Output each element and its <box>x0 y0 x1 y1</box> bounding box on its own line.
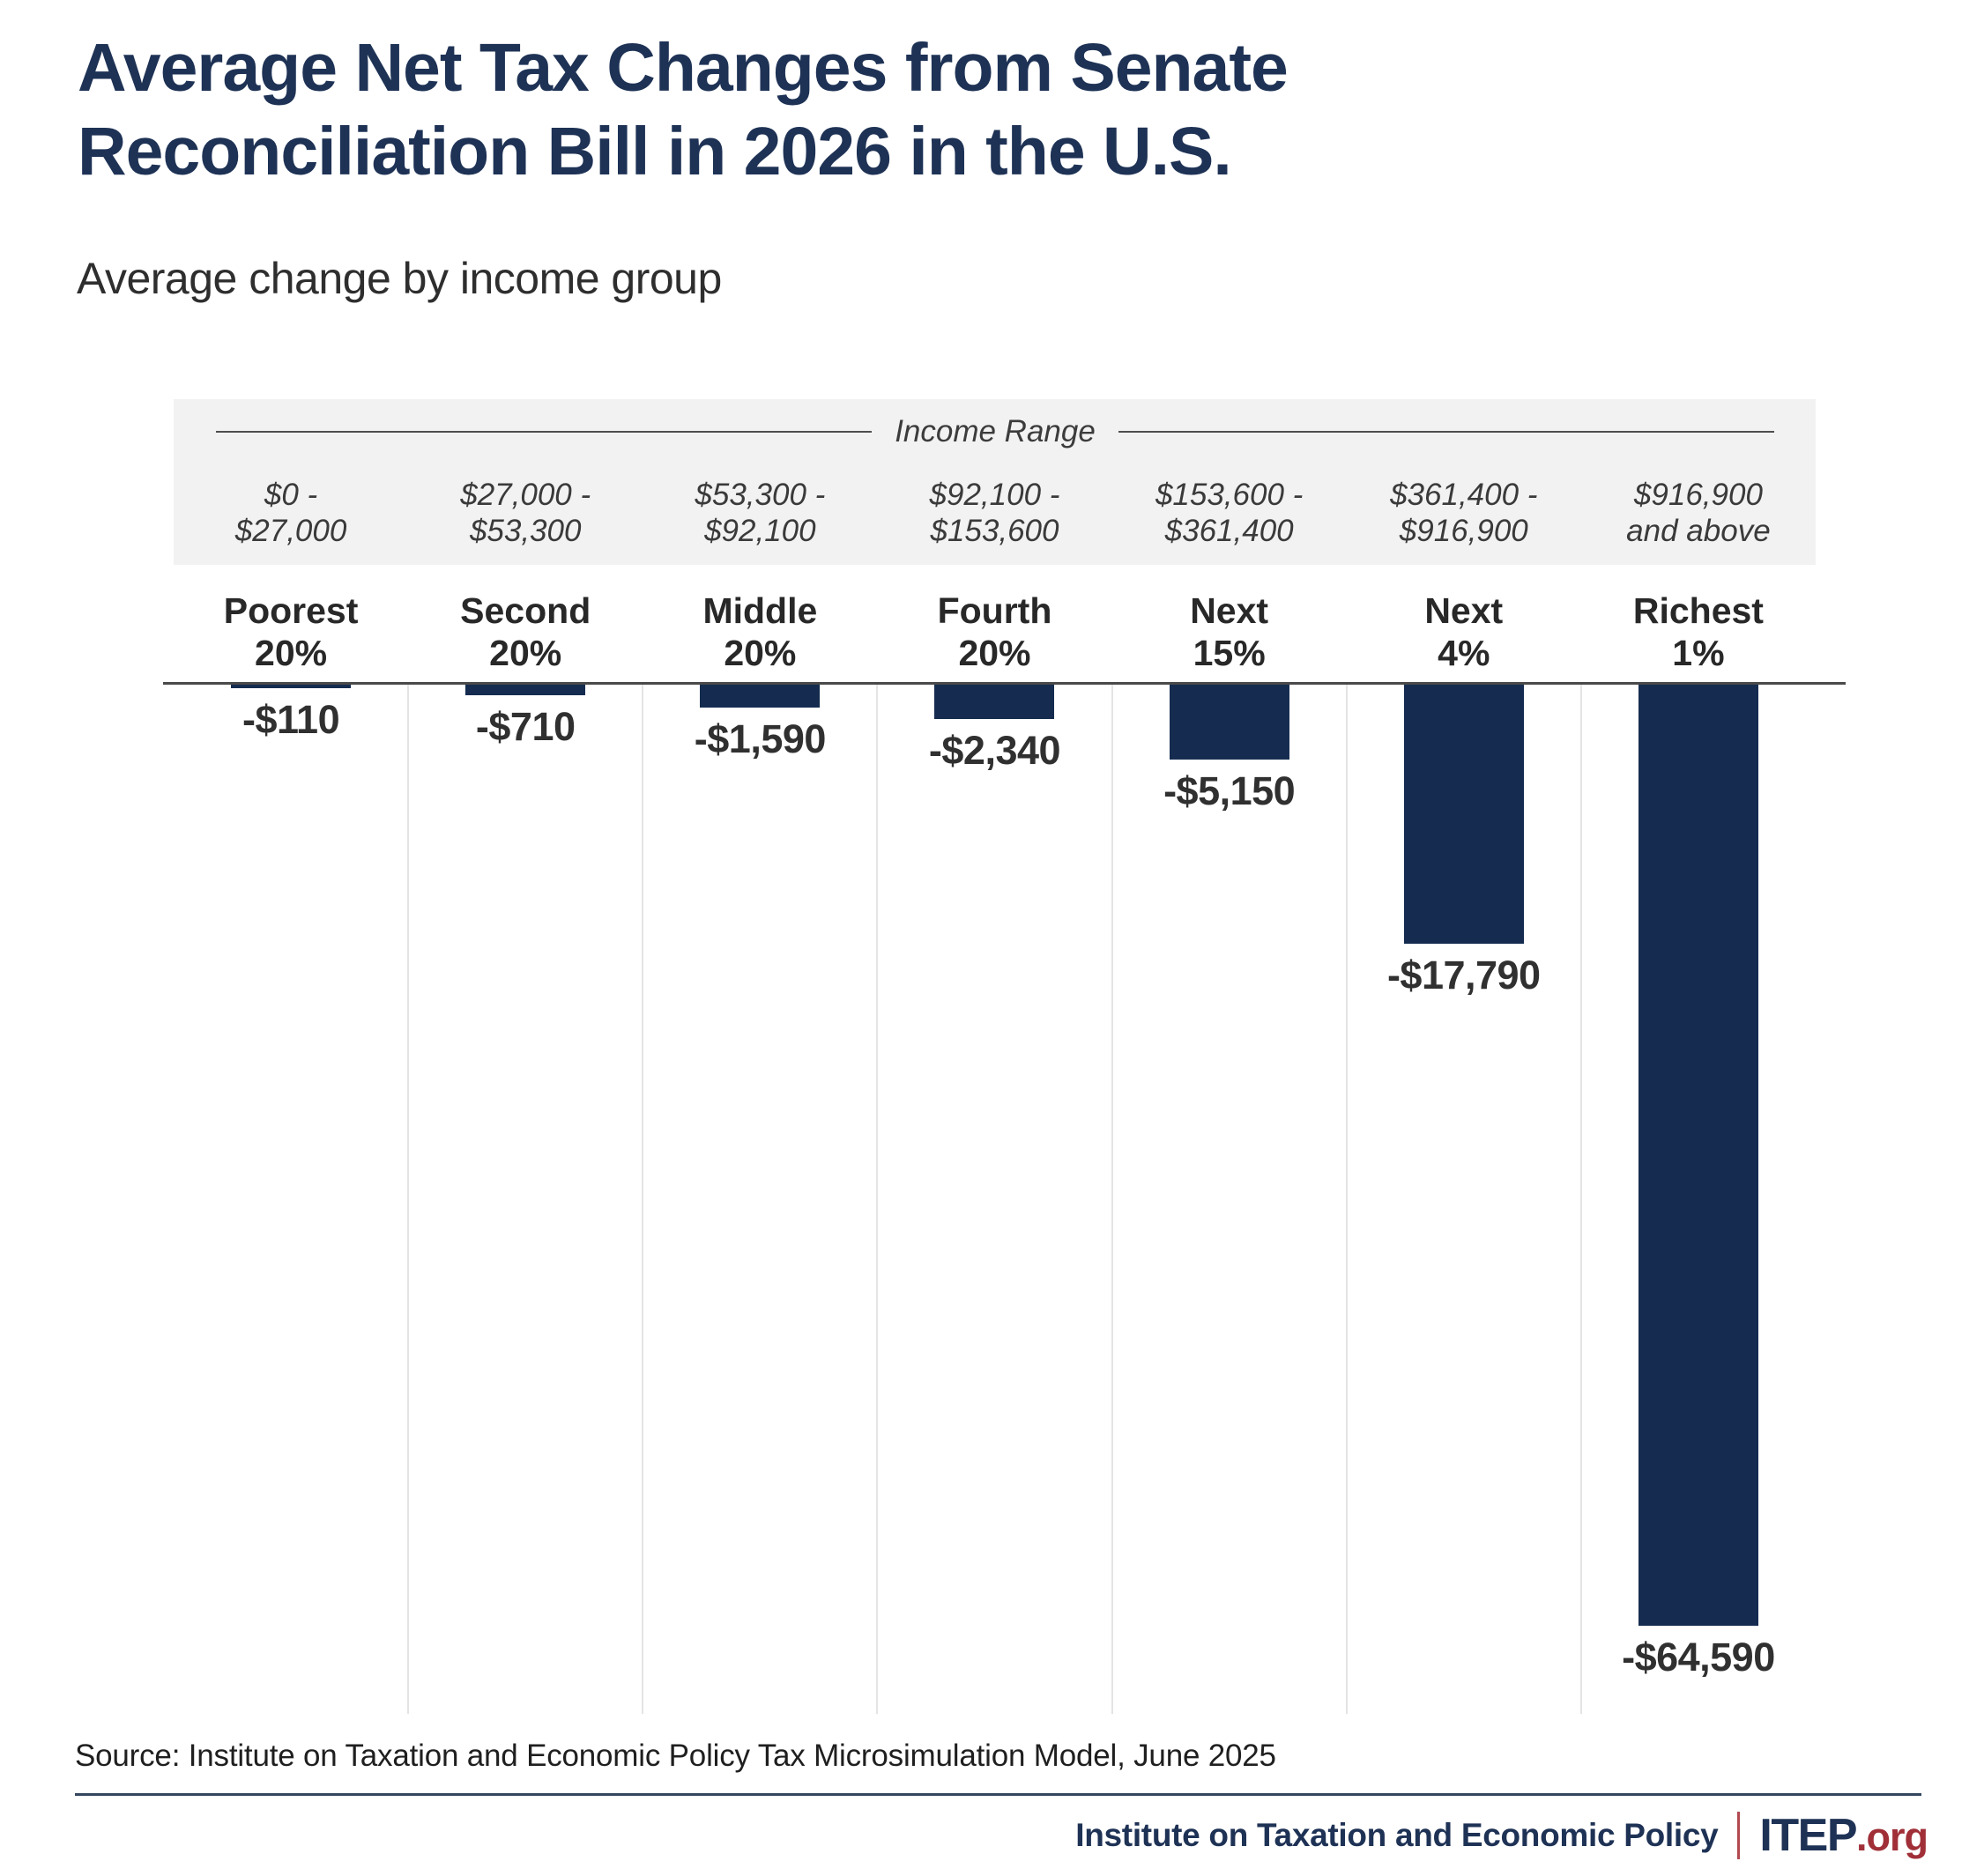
bar <box>1638 685 1758 1626</box>
bar-value-label: -$2,340 <box>928 728 1061 773</box>
bar-value-label: -$710 <box>475 704 576 749</box>
income-group-label: Next 4% <box>1347 590 1581 674</box>
footer-divider-line <box>75 1793 1921 1796</box>
chart-subtitle: Average change by income group <box>77 254 722 303</box>
income-range-line: $92,100 - <box>929 478 1060 512</box>
chart-title: Average Net Tax Changes from Senate Reco… <box>78 26 1289 193</box>
income-group-line: Next <box>1424 590 1504 631</box>
income-range-rule-left <box>216 431 873 433</box>
income-range-line: $92,100 <box>704 514 816 549</box>
column-gridline <box>1111 685 1113 1714</box>
income-range-label: $53,300 - $92,100 <box>643 477 877 550</box>
bar-value-label: -$1,590 <box>694 716 827 761</box>
income-group-label: Middle 20% <box>643 590 877 674</box>
income-range-line: $153,600 - <box>1155 478 1304 512</box>
income-group-row: Poorest 20% Second 20% Middle 20% Fourth 20% Nex… <box>174 590 1816 674</box>
footer-org-name: Institute on Taxation and Economic Polic… <box>1075 1817 1719 1853</box>
bar <box>1169 685 1289 760</box>
income-range-line: $0 - <box>264 478 318 512</box>
income-group-label: Poorest 20% <box>174 590 408 674</box>
income-group-line: Richest <box>1632 590 1764 631</box>
income-range-line: $53,300 <box>469 514 582 549</box>
income-range-line: $916,900 <box>1399 514 1528 549</box>
column-gridline <box>1345 685 1348 1714</box>
income-group-line: Middle <box>702 590 818 631</box>
income-range-label: $916,900 and above <box>1581 477 1816 550</box>
bar-plot-area: -$110 -$710 -$1,590 -$2,340 -$5,150 -$17,790 -… <box>163 682 1846 1714</box>
income-range-line: $27,000 <box>234 514 347 549</box>
footer: Institute on Taxation and Economic Polic… <box>1075 1808 1928 1863</box>
income-group-line: 20% <box>255 632 328 673</box>
column-gridline <box>642 685 644 1714</box>
bar <box>465 685 586 695</box>
bar-column: -$110 <box>174 685 408 1714</box>
income-range-label: $361,400 - $916,900 <box>1347 477 1581 550</box>
bar <box>934 685 1055 719</box>
income-group-line: Second <box>460 590 591 631</box>
bar <box>1403 685 1524 944</box>
income-range-line: $361,400 <box>1164 514 1294 549</box>
chart-title-line2: Reconciliation Bill in 2026 in the U.S. <box>78 113 1232 189</box>
bar-column: -$710 <box>408 685 643 1714</box>
bar-column: -$64,590 <box>1581 685 1816 1714</box>
income-range-line: $361,400 - <box>1390 478 1538 512</box>
column-gridline <box>407 685 410 1714</box>
income-group-line: Fourth <box>937 590 1052 631</box>
income-range-header-label: Income Range <box>895 414 1096 449</box>
income-group-label: Richest 1% <box>1581 590 1816 674</box>
income-range-line: $153,600 <box>930 514 1059 549</box>
income-range-label: $92,100 - $153,600 <box>877 477 1111 550</box>
income-group-line: Poorest <box>223 590 359 631</box>
chart-title-line1: Average Net Tax Changes from Senate <box>78 30 1289 106</box>
source-note: Source: Institute on Taxation and Econom… <box>75 1739 1276 1773</box>
bar-value-label: -$5,150 <box>1163 768 1296 813</box>
income-range-line: $53,300 - <box>695 478 826 512</box>
bar-value-label: -$64,590 <box>1622 1635 1775 1680</box>
income-group-line: 4% <box>1438 632 1490 673</box>
itep-logo-org-suffix: .org <box>1856 1814 1928 1859</box>
column-gridline <box>876 685 879 1714</box>
income-range-row: $0 - $27,000 $27,000 - $53,300 $53,300 - $92,… <box>174 477 1816 550</box>
bar-column: -$1,590 <box>643 685 877 1714</box>
income-range-band <box>174 399 1816 565</box>
income-range-rule-right <box>1118 431 1775 433</box>
income-group-label: Fourth 20% <box>877 590 1111 674</box>
footer-separator-bar <box>1737 1812 1741 1859</box>
income-range-label: $27,000 - $53,300 <box>408 477 643 550</box>
income-group-line: 20% <box>724 632 797 673</box>
income-group-line: 1% <box>1672 632 1725 673</box>
itep-org-logo[interactable]: ITEP .org <box>1759 1809 1928 1862</box>
column-gridline <box>1579 685 1582 1714</box>
income-group-line: 20% <box>489 632 562 673</box>
bar-value-label: -$17,790 <box>1386 953 1541 997</box>
income-group-label: Next 15% <box>1112 590 1347 674</box>
income-range-line: $916,900 <box>1633 478 1763 512</box>
income-group-line: 15% <box>1193 632 1266 673</box>
income-range-line: and above <box>1626 514 1771 549</box>
itep-logo-text: ITEP <box>1759 1810 1857 1861</box>
bar <box>231 685 352 688</box>
bar-column: -$5,150 <box>1112 685 1347 1714</box>
income-group-line: 20% <box>958 632 1031 673</box>
bar-column: -$2,340 <box>877 685 1111 1714</box>
zero-baseline <box>163 682 1846 685</box>
bar-value-label: -$110 <box>242 697 340 742</box>
bar <box>700 685 821 708</box>
income-group-label: Second 20% <box>408 590 643 674</box>
income-range-label: $0 - $27,000 <box>174 477 408 550</box>
income-range-label: $153,600 - $361,400 <box>1112 477 1347 550</box>
income-range-line: $27,000 - <box>460 478 591 512</box>
income-group-line: Next <box>1190 590 1269 631</box>
income-range-header: Income Range <box>216 414 1775 449</box>
bar-column: -$17,790 <box>1347 685 1581 1714</box>
